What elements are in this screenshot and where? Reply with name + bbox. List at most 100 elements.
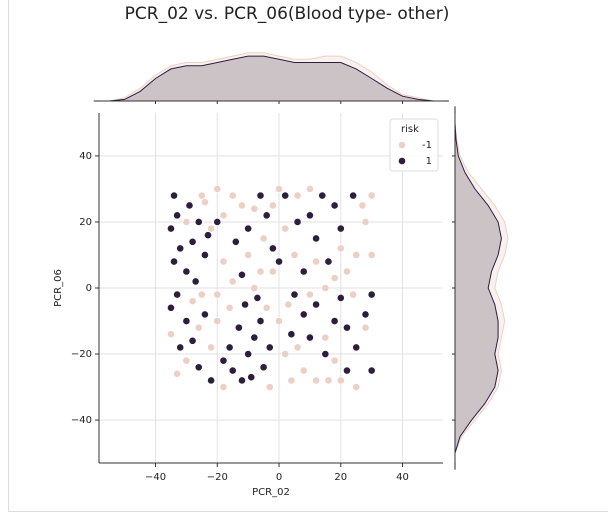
x-tick-label: 0 — [276, 472, 282, 483]
scatter-point — [367, 191, 376, 200]
y-tick-label: −20 — [71, 349, 92, 360]
scatter-point — [225, 343, 234, 352]
x-axis-label: PCR_02 — [252, 487, 290, 498]
scatter-point — [167, 330, 175, 339]
scatter-point — [201, 198, 209, 207]
legend-label: -1 — [422, 140, 432, 151]
scatter-point — [173, 290, 182, 299]
scatter-point — [290, 251, 299, 259]
scatter-point — [330, 274, 339, 282]
scatter-point — [228, 277, 237, 286]
y-axis-label: PCR_06 — [53, 269, 64, 307]
scatter-point — [234, 323, 243, 332]
scatter-point — [170, 257, 178, 266]
kde-area — [454, 106, 509, 470]
scatter-point — [191, 277, 200, 286]
scatter-point — [238, 270, 246, 279]
scatter-point — [306, 211, 314, 220]
scatter-point — [185, 201, 194, 210]
scatter-point — [275, 185, 283, 193]
scatter-point — [225, 303, 234, 312]
scatter-point — [336, 376, 345, 385]
scatter-point — [287, 376, 296, 385]
scatter-point — [349, 191, 358, 200]
scatter-point — [367, 251, 376, 259]
frame — [8, 0, 608, 512]
scatter-point — [250, 204, 259, 213]
scatter-point — [219, 211, 228, 220]
scatter-point — [336, 294, 345, 302]
scatter-point — [293, 191, 302, 200]
scatter-point — [176, 343, 185, 352]
scatter-point — [268, 267, 277, 276]
scatter-point — [324, 376, 333, 385]
scatter-point — [321, 350, 330, 358]
scatter-point — [361, 310, 370, 319]
scatter-point — [361, 218, 370, 226]
scatter-point — [207, 376, 215, 385]
scatter-point — [256, 317, 265, 325]
kde-area — [93, 52, 449, 102]
scatter-point — [367, 366, 376, 375]
scatter-point — [213, 317, 222, 325]
scatter-point — [299, 267, 308, 276]
scatter-point — [306, 185, 314, 193]
scatter-point — [343, 323, 351, 332]
y-tick-label: −40 — [71, 415, 92, 426]
scatter-point — [194, 323, 203, 332]
legend-marker — [398, 141, 406, 149]
scatter-point — [188, 237, 197, 246]
scatter-point — [213, 218, 222, 226]
scatter-point — [259, 234, 268, 243]
scatter-point — [173, 369, 182, 378]
scatter-point — [290, 290, 299, 299]
scatter-point — [231, 237, 240, 246]
scatter-point — [259, 363, 268, 372]
scatter-point — [262, 211, 271, 220]
scatter-point — [281, 224, 290, 233]
y-tick-label: 20 — [79, 217, 92, 228]
scatter-point — [219, 356, 228, 365]
scatter-point — [182, 267, 191, 276]
kde-area — [93, 55, 449, 102]
legend-marker — [398, 157, 406, 165]
scatter-point — [349, 290, 358, 299]
x-tick-label: −40 — [145, 472, 166, 483]
scatter-point — [312, 234, 320, 243]
scatter-point — [182, 218, 191, 226]
scatter-point — [352, 251, 361, 259]
scatter-point — [330, 356, 339, 365]
scatter-point — [176, 244, 185, 253]
scatter-point — [244, 224, 253, 233]
scatter-point — [194, 218, 203, 226]
scatter-point — [268, 244, 277, 253]
scatter-point — [256, 191, 265, 200]
scatter-point — [204, 231, 212, 240]
scatter-point — [170, 191, 178, 200]
scatter-point — [265, 343, 274, 352]
scatter-point — [284, 300, 293, 309]
scatter-point — [287, 330, 296, 339]
scatter-point — [343, 366, 351, 375]
scatter-point — [238, 376, 246, 385]
scatter-point — [188, 336, 197, 345]
scatter-point — [182, 356, 191, 365]
scatter-point — [299, 310, 308, 319]
scatter-point — [324, 257, 333, 266]
scatter-point — [299, 366, 308, 375]
scatter-point — [213, 290, 222, 299]
kde-area — [454, 106, 502, 470]
scatter-point — [312, 300, 320, 309]
chart-title: PCR_02 vs. PCR_06(Blood type- other) — [125, 4, 450, 24]
x-tick-label: 40 — [396, 472, 409, 483]
scatter-point — [244, 251, 253, 259]
scatter-point — [321, 333, 330, 342]
scatter-point — [167, 224, 175, 233]
scatter-point — [367, 290, 376, 299]
scatter-point — [281, 350, 290, 358]
scatter-point — [253, 294, 262, 302]
scatter-point — [194, 363, 203, 372]
scatter-point — [312, 376, 320, 385]
y-tick-label: 40 — [79, 151, 92, 162]
scatter-point — [352, 343, 361, 352]
